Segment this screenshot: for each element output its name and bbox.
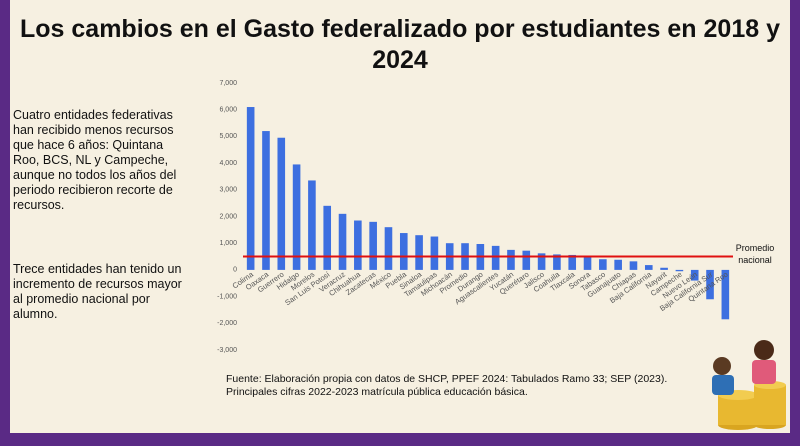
- frame: [0, 0, 10, 446]
- bar: [292, 164, 301, 270]
- bar: [675, 269, 684, 272]
- note: Cuatro entidades federativas han recibid…: [13, 108, 177, 212]
- bar: [721, 269, 730, 320]
- bar: [614, 259, 622, 270]
- bar: [537, 253, 546, 270]
- bar: [415, 235, 423, 270]
- bar: [522, 250, 531, 270]
- bar: [430, 236, 439, 270]
- bar: [629, 261, 638, 270]
- frame: [790, 0, 800, 446]
- y-tick-label: 5,000: [219, 133, 237, 140]
- y-tick-label: -3,000: [217, 347, 237, 354]
- title: Los cambios en el Gasto federalizado por…: [20, 15, 780, 74]
- bar: [660, 267, 668, 270]
- bar: [323, 205, 332, 270]
- y-tick-label: 4,000: [219, 160, 237, 167]
- bar: [369, 221, 377, 270]
- note: Trece entidades han tenido un incremento…: [13, 262, 182, 321]
- bar: [354, 220, 362, 270]
- y-tick-label: 1,000: [219, 240, 237, 247]
- y-tick-label: -2,000: [217, 320, 237, 327]
- y-tick-label: 7,000: [219, 80, 237, 87]
- bar: [399, 233, 408, 270]
- bar: [553, 254, 561, 270]
- y-tick-label: 2,000: [219, 213, 237, 220]
- y-tick-label: -1,000: [217, 293, 237, 300]
- bar: [338, 213, 347, 270]
- bar: [246, 107, 255, 270]
- source: Fuente: Elaboración propia con datos de …: [226, 373, 668, 398]
- bar: [262, 131, 270, 270]
- bar: [507, 249, 515, 270]
- y-tick-label: 3,000: [219, 187, 237, 194]
- bar: [644, 265, 653, 270]
- y-tick-label: 6,000: [219, 107, 237, 114]
- bar: [706, 269, 714, 300]
- bar: [308, 180, 316, 270]
- reference-label: Promedio nacional: [736, 243, 775, 265]
- frame: [0, 433, 800, 446]
- bar: [599, 259, 607, 270]
- bar: [583, 256, 592, 270]
- bar: [690, 269, 699, 281]
- bar: [277, 137, 286, 270]
- decoration: [712, 340, 786, 430]
- bar: [491, 245, 500, 270]
- bar: [384, 227, 393, 270]
- bar: [568, 254, 577, 270]
- y-tick-label: 0: [233, 267, 237, 274]
